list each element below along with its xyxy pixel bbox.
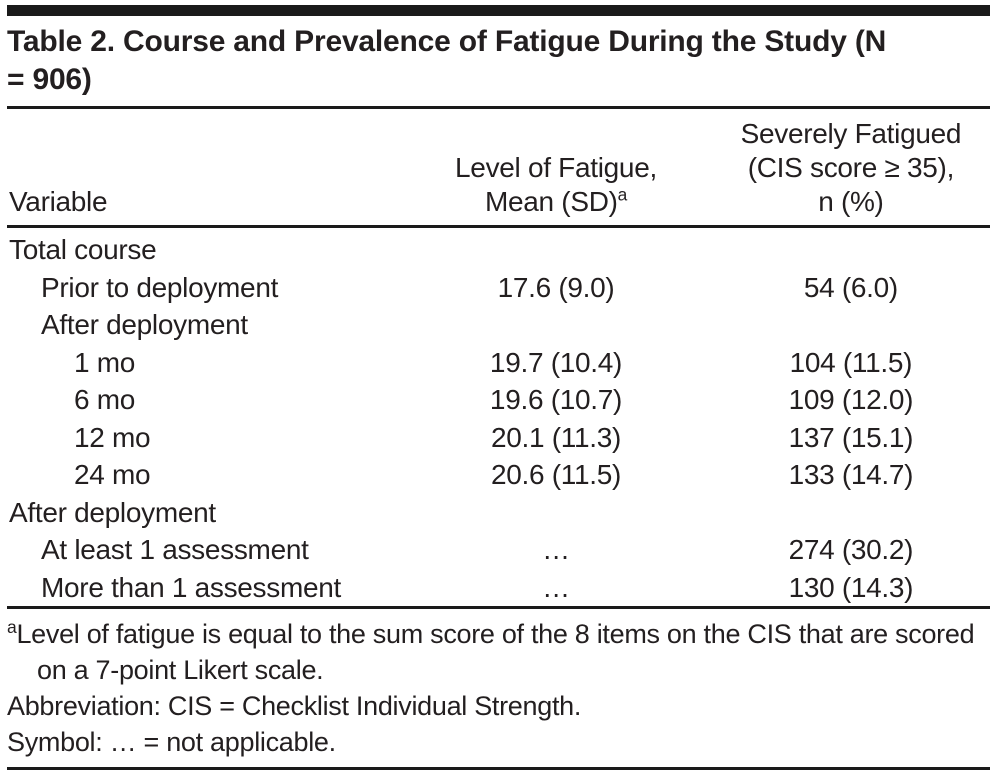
- column-header-mean-sd: Level of Fatigue, Mean (SD)a: [400, 109, 712, 228]
- table-row: More than 1 assessment … 130 (14.3): [7, 569, 990, 607]
- cell-variable: 12 mo: [74, 421, 151, 453]
- column-header-severely-fatigued: Severely Fatigued (CIS score ≥ 35), n (%…: [711, 109, 990, 228]
- footnote-a: aLevel of fatigue is equal to the sum sc…: [7, 616, 990, 688]
- cell-variable: More than 1 assessment: [41, 571, 341, 603]
- table-header: Variable Level of Fatigue, Mean (SD)a Se…: [7, 109, 990, 228]
- cell-severe: [712, 227, 990, 269]
- table-row: 12 mo 20.1 (11.3) 137 (15.1): [7, 419, 990, 457]
- table-row: Total course: [7, 227, 990, 269]
- cell-severe: 133 (14.7): [788, 459, 914, 490]
- table-row: After deployment: [7, 494, 990, 532]
- cell-severe: 109 (12.0): [788, 384, 914, 415]
- footnote-abbreviation: Abbreviation: CIS = Checklist Individual…: [7, 691, 582, 721]
- title-rule: [7, 106, 990, 109]
- cell-mean-sd: 19.7 (10.4): [489, 346, 623, 378]
- cell-variable: 24 mo: [74, 459, 151, 490]
- cell-variable: After deployment: [41, 309, 248, 340]
- cell-mean-sd: 20.1 (11.3): [490, 421, 622, 453]
- data-table: Variable Level of Fatigue, Mean (SD)a Se…: [7, 109, 990, 606]
- cell-mean-sd: [400, 227, 712, 269]
- table-title: Table 2. Course and Prevalence of Fatigu…: [7, 25, 887, 96]
- table-row: Prior to deployment 17.6 (9.0) 54 (6.0): [7, 269, 990, 307]
- table-row: 1 mo 19.7 (10.4) 104 (11.5): [7, 344, 990, 382]
- column-header-mean-line2-text: Mean (SD): [484, 186, 618, 217]
- cell-variable: Prior to deployment: [41, 271, 279, 303]
- table-row: At least 1 assessment … 274 (30.2): [7, 531, 990, 569]
- header-row: Variable Level of Fatigue, Mean (SD)a Se…: [7, 109, 990, 228]
- cell-severe: 130 (14.3): [788, 571, 914, 603]
- footnote-a-marker: a: [617, 184, 628, 205]
- column-header-mean-line2: Mean (SD)a: [400, 185, 712, 219]
- figure-bottom-rule: [7, 767, 990, 770]
- cell-variable: After deployment: [9, 496, 216, 528]
- column-header-variable: Variable: [7, 109, 401, 228]
- cell-mean-sd: 19.6 (10.7): [489, 384, 623, 415]
- cell-mean-sd: …: [542, 534, 570, 565]
- footnote-symbol: Symbol: … = not applicable.: [7, 727, 336, 757]
- cell-mean-sd: …: [542, 571, 570, 603]
- cell-variable: 1 mo: [74, 346, 136, 378]
- table-bottom-rule: [7, 606, 990, 609]
- cell-mean-sd: [400, 494, 712, 532]
- cell-severe: 54 (6.0): [803, 271, 898, 303]
- table-row: 24 mo 20.6 (11.5) 133 (14.7): [7, 456, 990, 494]
- cell-variable: Total course: [9, 234, 157, 265]
- top-border-bar: [7, 5, 990, 16]
- footnote-a-text: Level of fatigue is equal to the sum sco…: [16, 619, 975, 685]
- cell-variable: 6 mo: [74, 384, 136, 415]
- cell-mean-sd: 17.6 (9.0): [497, 271, 615, 303]
- column-header-variable-label: Variable: [9, 186, 108, 217]
- column-header-severe-line2: (CIS score ≥ 35),: [747, 152, 955, 183]
- cell-severe: 104 (11.5): [789, 346, 913, 378]
- table-body: Total course Prior to deployment 17.6 (9…: [7, 227, 990, 607]
- table-row: After deployment: [7, 306, 990, 344]
- cell-severe: 274 (30.2): [788, 534, 914, 565]
- column-header-mean-line1: Level of Fatigue,: [455, 152, 657, 183]
- table-row: 6 mo 19.6 (10.7) 109 (12.0): [7, 381, 990, 419]
- cell-severe: 137 (15.1): [788, 421, 914, 453]
- column-header-severe-line3: n (%): [818, 186, 884, 217]
- cell-severe: [712, 306, 990, 344]
- cell-mean-sd: [400, 306, 712, 344]
- cell-severe: [712, 494, 990, 532]
- footnote-a-superscript: a: [7, 617, 17, 637]
- footnotes: aLevel of fatigue is equal to the sum sc…: [7, 609, 990, 767]
- cell-mean-sd: 20.6 (11.5): [490, 459, 622, 490]
- cell-variable: At least 1 assessment: [41, 534, 309, 565]
- column-header-severe-line1: Severely Fatigued: [740, 118, 962, 149]
